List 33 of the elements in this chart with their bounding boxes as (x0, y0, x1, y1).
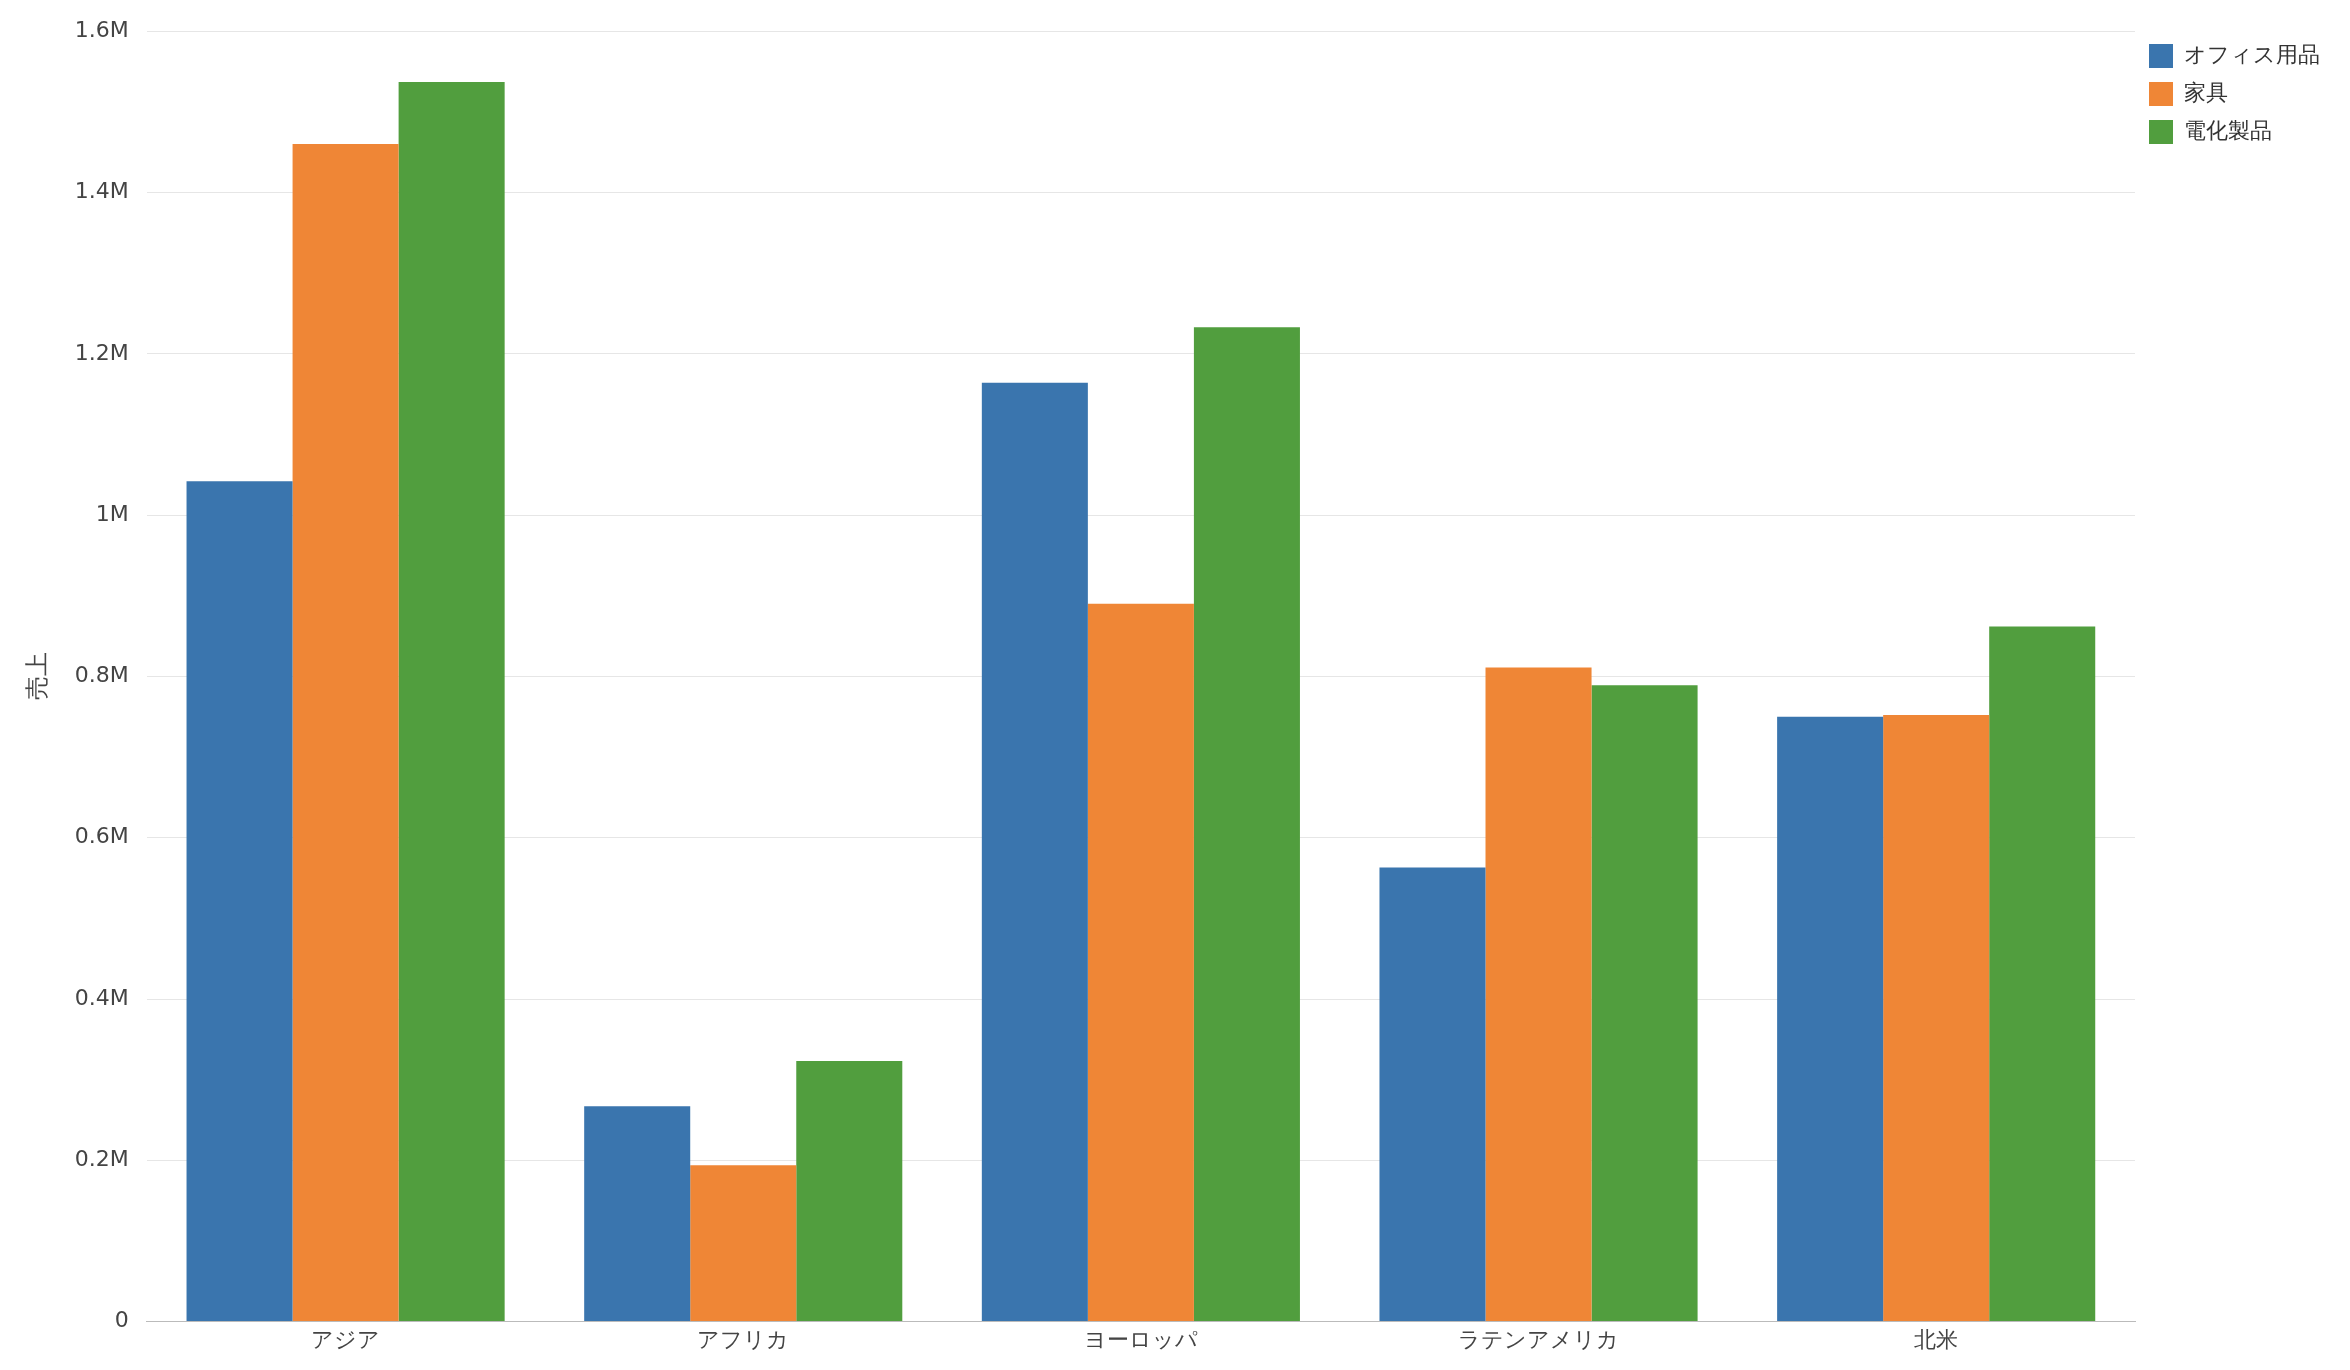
y-tick-label: 0.6M (74, 823, 129, 849)
y-tick-label: 0.8M (74, 662, 129, 688)
bar (398, 82, 505, 1322)
bar (1989, 626, 2096, 1322)
bar (186, 481, 293, 1322)
bar (292, 144, 399, 1322)
legend-label: オフィス用品 (2184, 41, 2320, 67)
y-tick-label: 0.4M (74, 984, 129, 1010)
legend-label: 電化製品 (2184, 117, 2272, 143)
bar (1883, 715, 1990, 1322)
x-tick-label: 北米 (1914, 1326, 1959, 1352)
bar (1777, 716, 1884, 1322)
bar (1193, 327, 1300, 1322)
bar (981, 382, 1088, 1322)
x-tick-label: ラテンアメリカ (1458, 1326, 1620, 1352)
bar (690, 1165, 797, 1322)
y-axis-title: 売上 (22, 652, 51, 701)
bar (1485, 667, 1592, 1322)
x-tick-label: アジア (311, 1326, 381, 1352)
bar (584, 1106, 691, 1322)
x-tick-label: ヨーロッパ (1083, 1326, 1198, 1352)
y-tick-label: 1.2M (74, 339, 129, 365)
legend-label: 家具 (2184, 79, 2228, 105)
bar (1379, 867, 1486, 1322)
bar (1591, 685, 1698, 1322)
y-tick-label: 1.4M (74, 178, 129, 204)
y-tick-label: 1M (95, 500, 129, 526)
y-tick-label: 0.2M (74, 1146, 129, 1172)
y-tick-label: 0 (114, 1307, 129, 1333)
bar (796, 1061, 903, 1322)
bar (1087, 603, 1194, 1322)
y-tick-label: 1.6M (74, 16, 129, 42)
x-tick-label: アフリカ (697, 1326, 790, 1352)
